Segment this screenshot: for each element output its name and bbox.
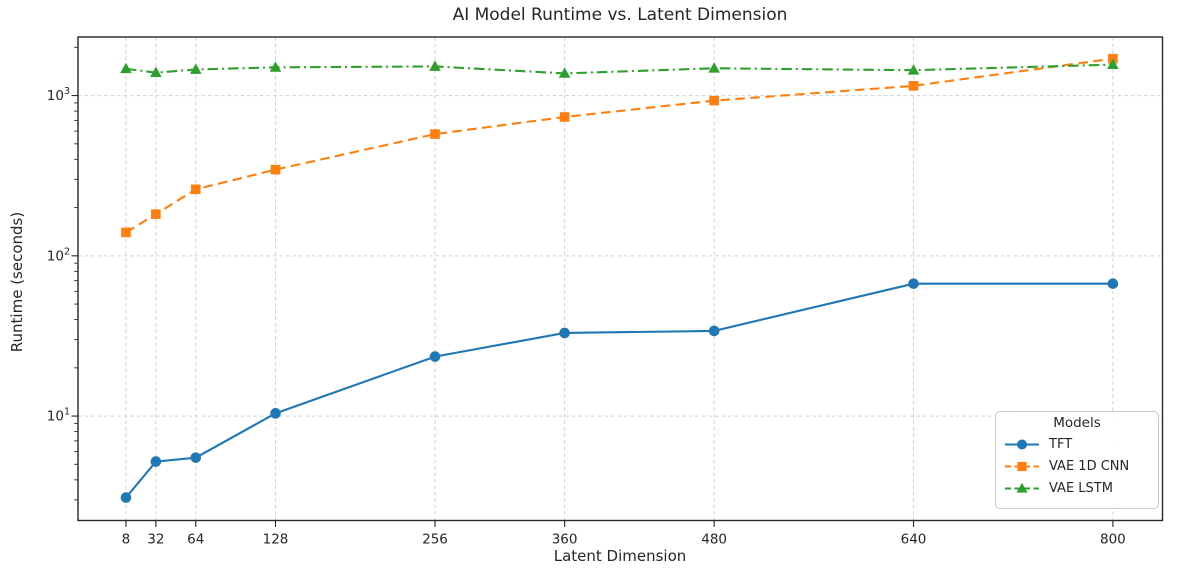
vae-1d-cnn-line-sample-icon xyxy=(1005,461,1039,472)
x-tick-label: 800 xyxy=(1100,532,1126,548)
legend: Models TFT VAE 1D CNN VAE LSTM xyxy=(995,411,1159,509)
series-tft xyxy=(120,278,1119,503)
x-tick-label: 360 xyxy=(552,532,578,548)
circle-marker-icon xyxy=(120,492,132,503)
legend-label-vae-1d-cnn: VAE 1D CNN xyxy=(1049,458,1130,474)
circle-marker-icon xyxy=(1107,278,1119,289)
circle-marker-icon xyxy=(429,351,441,362)
circle-marker-icon xyxy=(1016,439,1028,450)
plot-frame xyxy=(77,36,1164,522)
legend-item-vae-1d-cnn: VAE 1D CNN xyxy=(1004,455,1150,477)
x-tick-label: 256 xyxy=(422,532,448,548)
legend-label-tft: TFT xyxy=(1049,436,1073,452)
legend-item-vae-lstm: VAE LSTM xyxy=(1004,477,1150,499)
x-tick-label: 128 xyxy=(263,532,289,548)
circle-marker-icon xyxy=(908,278,919,289)
y-tick-label: 101 xyxy=(47,407,70,425)
triangle-marker-icon xyxy=(150,66,162,78)
square-marker-icon xyxy=(430,129,440,139)
triangle-marker-icon xyxy=(429,60,441,71)
y-tick-label: 103 xyxy=(47,86,70,104)
series-vae-lstm xyxy=(120,58,1119,78)
x-tick-label: 64 xyxy=(187,532,204,548)
x-tick-label: 32 xyxy=(147,532,164,548)
x-axis-label: Latent Dimension xyxy=(553,547,687,565)
series-vae-1d-cnn xyxy=(121,53,1118,238)
x-tick-label: 8 xyxy=(122,532,131,548)
legend-item-tft: TFT xyxy=(1004,433,1150,455)
circle-marker-icon xyxy=(559,327,570,339)
tft-line-sample-icon xyxy=(1005,439,1039,450)
square-marker-icon xyxy=(190,184,201,195)
series-line xyxy=(125,282,1113,499)
triangle-marker-icon xyxy=(558,67,571,78)
square-marker-icon xyxy=(559,112,570,122)
circle-marker-icon xyxy=(708,325,720,337)
square-marker-icon xyxy=(1017,461,1027,472)
y-axis-label: Runtime (seconds) xyxy=(8,211,26,353)
triangle-marker-icon xyxy=(269,61,282,72)
square-marker-icon xyxy=(121,227,131,238)
circle-marker-icon xyxy=(190,452,202,463)
triangle-marker-icon xyxy=(708,62,720,73)
triangle-marker-icon xyxy=(189,63,202,74)
circle-marker-icon xyxy=(270,408,281,419)
y-tick-label: 102 xyxy=(47,246,70,264)
axes-ticks: 8 32 64 128 256 360 480 640 800 101 102 103 xyxy=(47,46,1126,548)
triangle-marker-icon xyxy=(1107,58,1119,70)
triangle-marker-icon xyxy=(1016,482,1028,493)
square-marker-icon xyxy=(908,81,919,91)
square-marker-icon xyxy=(151,209,161,219)
triangle-marker-icon xyxy=(120,62,132,74)
legend-label-vae-lstm: VAE LSTM xyxy=(1049,480,1113,496)
square-marker-icon xyxy=(270,164,281,175)
x-tick-label: 480 xyxy=(701,532,727,548)
vae-lstm-line-sample-icon xyxy=(1005,482,1039,493)
chart-title: AI Model Runtime vs. Latent Dimension xyxy=(452,5,788,25)
series-line xyxy=(125,57,1114,234)
square-marker-icon xyxy=(709,95,719,106)
triangle-marker-icon xyxy=(907,64,920,75)
x-tick-label: 640 xyxy=(901,532,927,548)
circle-marker-icon xyxy=(150,456,162,467)
legend-title: Models xyxy=(1053,415,1101,431)
